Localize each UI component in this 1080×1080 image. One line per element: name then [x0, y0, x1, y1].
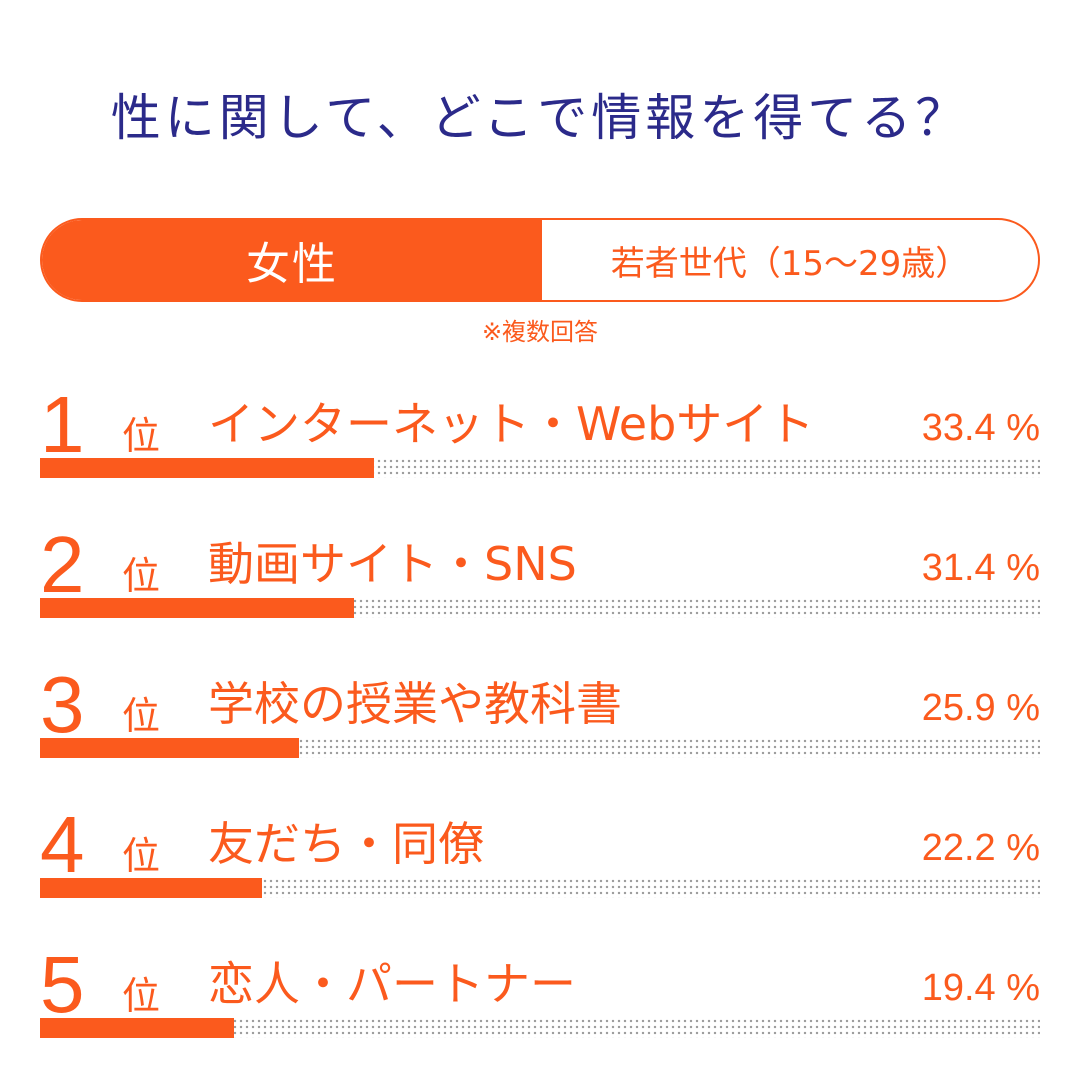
- toggle-youth[interactable]: 若者世代（15〜29歳）: [610, 243, 970, 284]
- rank-value-label: 22.2 %: [921, 827, 1040, 869]
- rank-value-label: 19.4 %: [921, 967, 1040, 1009]
- rank-number: 1: [40, 380, 85, 469]
- rank-row: 4 位 友だち・同僚 22.2 %: [40, 800, 1040, 920]
- rank-value-label: 33.4 %: [921, 407, 1040, 449]
- bar-fill: [40, 738, 299, 758]
- rank-number: 4: [40, 800, 85, 889]
- rank-row: 5 位 恋人・パートナー 19.4 %: [40, 940, 1040, 1060]
- rank-unit: 位: [122, 694, 161, 738]
- bar-fill: [40, 598, 354, 618]
- rank-row: 1 位 インターネット・Webサイト 33.4 %: [40, 380, 1040, 500]
- rank-category-label: 友だち・同僚: [208, 817, 484, 871]
- rank-number: 2: [40, 520, 85, 609]
- toggle-female[interactable]: 女性: [42, 220, 542, 300]
- rank-value-label: 31.4 %: [921, 547, 1040, 589]
- rank-unit: 位: [122, 414, 161, 458]
- rank-category-label: 動画サイト・SNS: [208, 537, 577, 591]
- page-title: 性に関して、どこで情報を得てる？: [110, 89, 970, 147]
- bar-track: [40, 738, 1040, 758]
- rank-unit: 位: [122, 974, 161, 1018]
- bar-fill: [40, 1018, 234, 1038]
- rank-row: 2 位 動画サイト・SNS 31.4 %: [40, 520, 1040, 640]
- multiple-answer-note: ※複数回答: [481, 318, 599, 346]
- rank-category-label: 恋人・パートナー: [208, 957, 576, 1011]
- rank-category-label: インターネット・Webサイト: [208, 397, 815, 451]
- bar-track: [40, 598, 1040, 618]
- bar-fill: [40, 878, 262, 898]
- bar-track: [40, 878, 1040, 898]
- bar-track: [40, 458, 1040, 478]
- rank-unit: 位: [122, 554, 161, 598]
- segment-toggle: 女性 若者世代（15〜29歳）: [40, 218, 1040, 302]
- rank-row: 3 位 学校の授業や教科書 25.9 %: [40, 660, 1040, 780]
- bar-fill: [40, 458, 374, 478]
- rank-number: 3: [40, 660, 85, 749]
- rank-value-label: 25.9 %: [921, 687, 1040, 729]
- bar-track: [40, 1018, 1040, 1038]
- rank-category-label: 学校の授業や教科書: [208, 677, 622, 731]
- rank-number: 5: [40, 940, 85, 1029]
- rank-unit: 位: [122, 834, 161, 878]
